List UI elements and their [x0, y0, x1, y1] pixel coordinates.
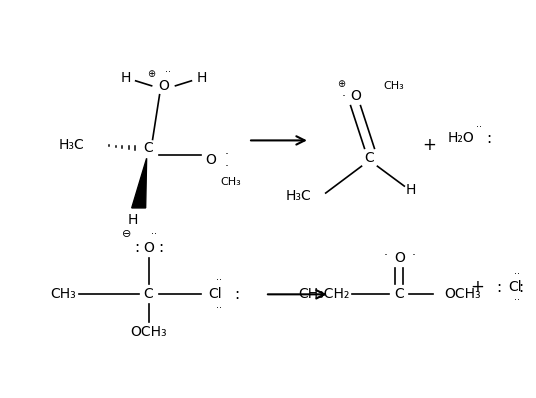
Text: ··: ··: [513, 269, 520, 279]
Text: CH₃: CH₃: [220, 177, 241, 187]
Text: ·: ·: [224, 160, 228, 173]
Text: ·: ·: [341, 90, 346, 103]
Text: :: :: [486, 131, 492, 146]
Text: ··: ··: [216, 275, 222, 285]
Text: ··: ··: [216, 303, 222, 313]
Text: ·: ·: [383, 249, 388, 262]
Text: O: O: [350, 89, 361, 103]
Text: H: H: [406, 183, 416, 197]
Text: CH₃: CH₃: [383, 81, 404, 91]
Text: ··: ··: [151, 229, 157, 239]
Text: O: O: [158, 79, 169, 93]
Text: C: C: [364, 151, 374, 165]
Text: O: O: [394, 251, 405, 265]
Text: OCH₃: OCH₃: [130, 325, 167, 339]
Text: :: :: [496, 280, 501, 295]
Text: :: :: [158, 240, 163, 255]
Text: :: :: [235, 287, 240, 302]
Text: CH₃CH₂: CH₃CH₂: [298, 287, 349, 301]
Text: H: H: [196, 71, 206, 85]
Text: ··: ··: [165, 67, 170, 77]
Text: H₃C: H₃C: [286, 189, 312, 203]
Text: +: +: [470, 278, 484, 297]
Text: ⊕: ⊕: [338, 79, 346, 89]
Text: ··: ··: [513, 295, 520, 305]
Text: OCH₃: OCH₃: [444, 287, 481, 301]
Text: ·: ·: [224, 148, 228, 161]
Text: O: O: [205, 153, 215, 167]
Text: ⊖: ⊖: [122, 229, 131, 239]
Text: C: C: [144, 141, 153, 155]
Text: +: +: [422, 137, 436, 154]
Text: ·: ·: [411, 249, 415, 262]
Text: ⊕: ⊕: [147, 69, 155, 79]
Text: CH₃: CH₃: [50, 287, 76, 301]
Text: Cl: Cl: [508, 280, 522, 295]
Text: Cl: Cl: [209, 287, 222, 301]
Polygon shape: [132, 158, 147, 208]
Text: H₂O: H₂O: [448, 131, 474, 145]
Text: :: :: [134, 240, 139, 255]
Text: O: O: [143, 241, 154, 255]
Text: ··: ··: [476, 123, 482, 133]
Text: C: C: [144, 287, 153, 301]
Text: C: C: [394, 287, 404, 301]
Text: H: H: [128, 213, 138, 227]
Text: H: H: [121, 71, 131, 85]
Text: :: :: [518, 280, 523, 295]
Text: H₃C: H₃C: [58, 139, 84, 152]
